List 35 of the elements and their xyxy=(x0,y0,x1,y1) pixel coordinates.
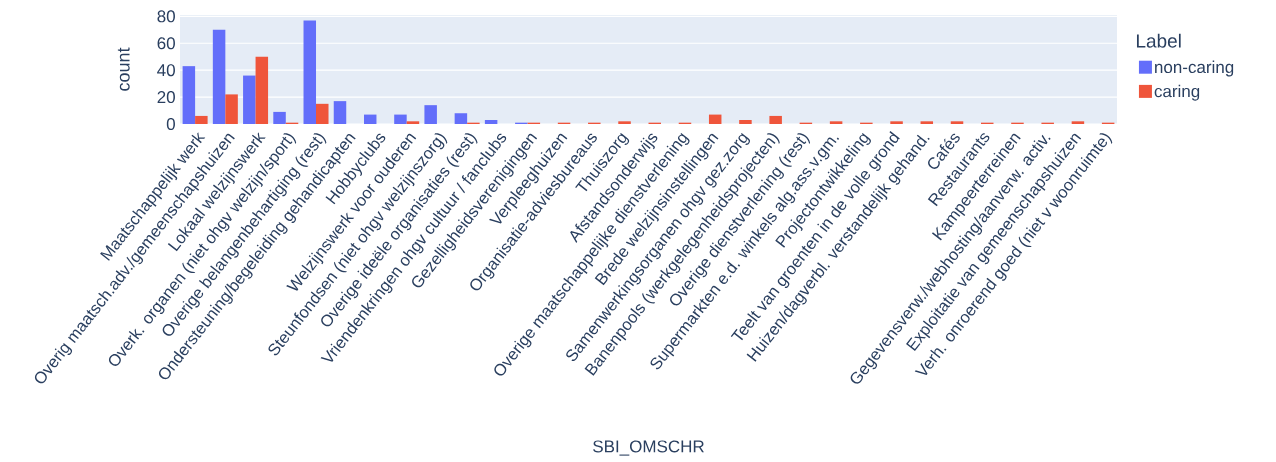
bar xyxy=(920,121,934,124)
bar xyxy=(333,101,347,124)
bar xyxy=(829,121,843,124)
bar xyxy=(195,115,208,124)
bar xyxy=(273,111,286,124)
legend-title: Label xyxy=(1136,33,1181,48)
bar xyxy=(708,114,722,124)
bar xyxy=(454,113,468,124)
y-tick-label: 60 xyxy=(157,37,175,50)
bar xyxy=(225,94,238,124)
x-axis-title: SBI_OMSCHR xyxy=(593,440,704,456)
bar xyxy=(618,121,631,124)
bar xyxy=(363,114,377,124)
legend-label: caring xyxy=(1154,84,1200,101)
bar xyxy=(484,119,498,124)
bar xyxy=(406,121,420,124)
bar xyxy=(739,119,752,124)
bar xyxy=(303,20,317,124)
y-tick-label: 80 xyxy=(157,10,175,23)
bar xyxy=(255,56,269,124)
y-tick-label: 0 xyxy=(166,117,175,131)
legend-label: non-caring xyxy=(1155,60,1234,77)
bar xyxy=(1071,121,1085,124)
bar xyxy=(243,75,256,124)
bar xyxy=(212,29,226,124)
bar xyxy=(890,121,903,124)
y-axis-title: count xyxy=(117,47,130,91)
bar xyxy=(950,121,964,124)
bar xyxy=(316,103,329,124)
y-tick-label: 40 xyxy=(157,64,175,77)
bar xyxy=(769,115,782,124)
bar xyxy=(394,114,407,124)
bar xyxy=(182,66,196,124)
bar xyxy=(424,105,437,124)
y-tick-label: 20 xyxy=(157,91,175,104)
